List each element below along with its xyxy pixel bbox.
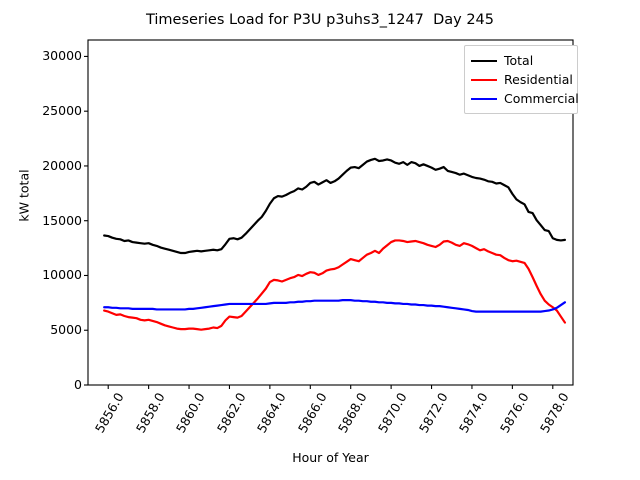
y-tick-label: 25000 — [42, 103, 82, 119]
legend-item-commercial: Commercial — [471, 89, 579, 108]
y-tick-label: 0 — [74, 377, 82, 392]
series-line-commercial — [103, 299, 567, 313]
legend-swatch-commercial — [471, 97, 497, 100]
y-tick-label: 15000 — [42, 212, 82, 228]
axis-tick-marks — [84, 55, 554, 389]
y-tick-label: 10000 — [42, 267, 82, 283]
chart-legend: Total Residential Commercial — [464, 45, 579, 114]
legend-label-total: Total — [504, 52, 534, 68]
series-line-residential — [103, 239, 567, 331]
series-line-total — [103, 157, 567, 255]
legend-item-total: Total — [471, 51, 571, 70]
axes-frame — [87, 39, 574, 386]
chart-title: Timeseries Load for P3U p3uhs3_1247 Day … — [145, 12, 495, 28]
legend-label-commercial: Commercial — [504, 90, 579, 106]
legend-swatch-total — [471, 59, 497, 62]
y-tick-label: 5000 — [50, 322, 82, 338]
y-tick-label: 30000 — [42, 48, 82, 64]
legend-swatch-residential — [471, 78, 497, 81]
legend-item-residential: Residential — [471, 70, 573, 89]
y-tick-label: 20000 — [42, 157, 82, 173]
legend-label-residential: Residential — [504, 71, 573, 87]
x-axis-label: Hour of Year — [292, 450, 369, 465]
data-series-lines — [103, 157, 567, 331]
